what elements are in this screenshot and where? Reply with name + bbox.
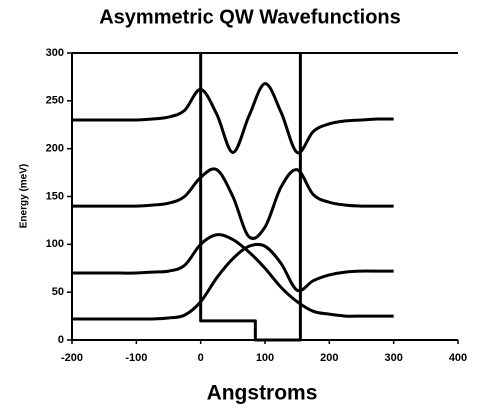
x-tick-label: -100	[125, 352, 147, 364]
x-tick-label: -200	[61, 352, 83, 364]
x-tick-label: 200	[320, 352, 338, 364]
y-tick-label: 300	[46, 47, 64, 59]
x-tick-label: 300	[384, 352, 402, 364]
y-tick-label: 0	[58, 334, 64, 346]
y-tick-label: 150	[46, 190, 64, 202]
chart-title: Asymmetric QW Wavefunctions	[99, 6, 401, 28]
y-axis-label: Energy (meV)	[19, 164, 30, 228]
wavefunction-line	[71, 242, 394, 321]
potential-line	[199, 53, 302, 342]
y-tick-label: 200	[46, 143, 64, 155]
x-tick-label: 400	[449, 352, 467, 364]
x-tick-label: 0	[198, 352, 204, 364]
wavefunction-line	[71, 167, 394, 240]
y-tick-label: 50	[52, 286, 64, 298]
x-tick-label: 100	[256, 352, 274, 364]
y-tick-label: 100	[46, 238, 64, 250]
wavefunction-line	[72, 82, 394, 155]
wavefunction-line	[72, 233, 394, 318]
x-axis-label: Angstroms	[207, 382, 318, 405]
y-tick-label: 250	[46, 95, 64, 107]
